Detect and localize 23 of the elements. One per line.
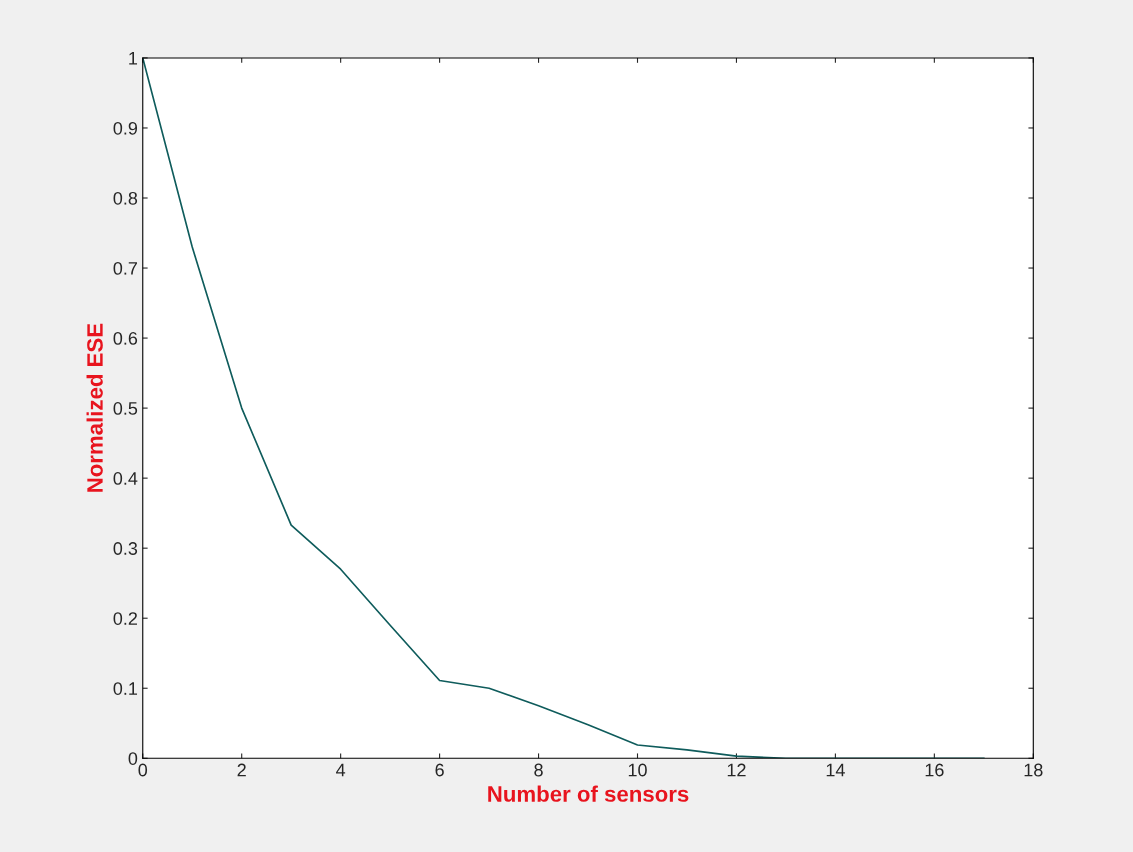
x-tick-label: 0: [138, 763, 148, 777]
y-tick-label: 0: [128, 752, 138, 765]
x-tick-label: 10: [628, 763, 647, 777]
x-tick-label: 16: [925, 763, 944, 777]
y-tick-label: 0.5: [113, 402, 138, 415]
x-tick-label: 6: [435, 763, 444, 777]
y-axis-title: Normalized ESE: [86, 323, 103, 492]
x-tick-label: 8: [534, 763, 543, 777]
y-tick-label: 0.9: [113, 121, 138, 135]
y-tick-label: 0.2: [113, 612, 137, 625]
y-tick-label: 0.8: [113, 191, 138, 205]
y-tick-label: 0.1: [113, 682, 138, 695]
y-tick-label: 0.6: [113, 332, 138, 345]
y-tick-label: 0.7: [113, 261, 137, 275]
x-tick-label: 18: [1024, 763, 1043, 777]
x-tick-label: 12: [727, 763, 746, 777]
x-axis-title: Number of sensors: [488, 785, 689, 802]
x-tick-label: 2: [237, 763, 246, 777]
y-tick-label: 0.3: [113, 542, 138, 555]
x-tick-label: 14: [826, 763, 845, 777]
x-tick-label: 4: [336, 763, 346, 777]
y-tick-label: 0.4: [113, 472, 138, 485]
y-tick-label: 1: [129, 52, 138, 65]
